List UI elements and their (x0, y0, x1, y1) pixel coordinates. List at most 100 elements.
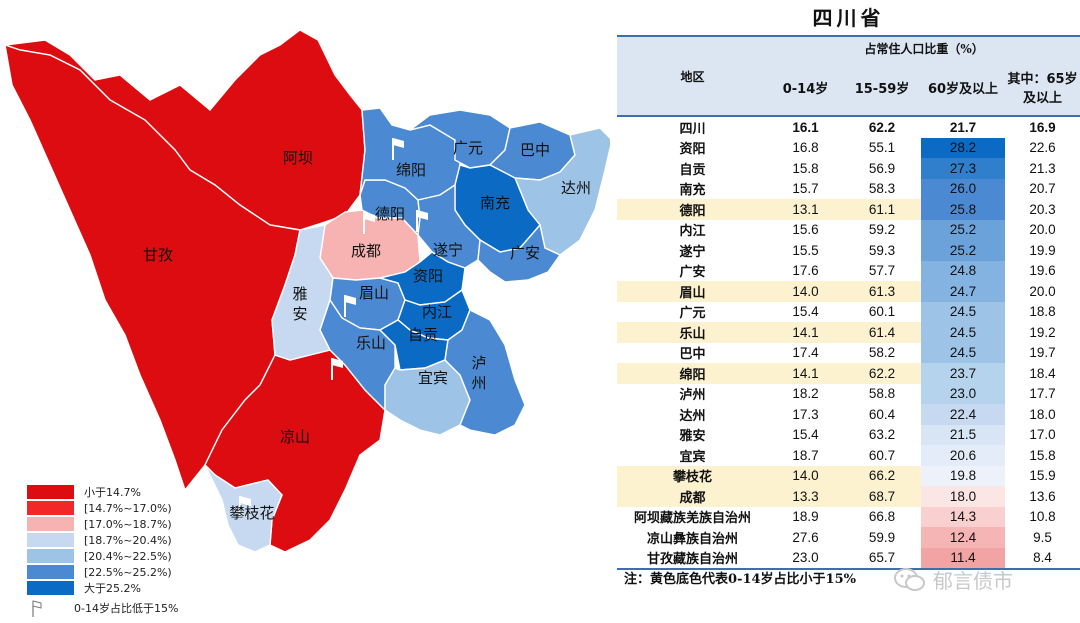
cell-value: 10.8 (1029, 509, 1056, 525)
table-row: 资阳 16.8 55.1 28.2 22.6 (617, 137, 1080, 158)
header-col-65plus: 其中：65岁及以上 (1005, 59, 1080, 117)
cell-value: 61.1 (843, 199, 921, 220)
legend-item: [20.4%~22.5%) (27, 548, 247, 564)
legend-swatch (27, 565, 74, 579)
legend-label: 小于14.7% (84, 486, 141, 499)
cell-value: 15.9 (1029, 468, 1056, 484)
cell-value: 58.3 (868, 181, 896, 197)
cell-region: 广安 (679, 265, 706, 281)
header-col-60plus: 60岁及以上 (921, 59, 1005, 117)
data-table: 地区 占常住人口比重（%） 0-14岁 15-59岁 60岁及以上 其中：65岁… (617, 35, 1080, 570)
cell-value: 12.4 (921, 527, 1005, 548)
cell-value: 24.5 (921, 301, 1005, 322)
legend-flag-label: 0-14岁占比低于15% (74, 602, 179, 615)
legend-swatch (27, 581, 74, 595)
map-legend: 小于14.7% [14.7%~17.0%) [17.0%~18.7%) [18.7%~… (27, 484, 247, 617)
table-row: 达州 17.3 60.4 22.4 18.0 (617, 404, 1080, 425)
table-note: 注：黄色底色代表0-14岁占比小于15% (624, 572, 856, 587)
cell-value: 20.6 (921, 445, 1005, 466)
legend-label: [17.0%~18.7%) (84, 517, 172, 531)
table-row: 泸州 18.2 58.8 23.0 17.7 (617, 383, 1080, 404)
cell-region: 泸州 (679, 388, 706, 404)
flag-icon (363, 212, 375, 234)
legend-flag-item: 0-14岁占比低于15% (27, 600, 247, 617)
cell-value: 14.0 (768, 281, 843, 302)
cell-region: 巴中 (679, 347, 706, 363)
legend-item: [18.7%~20.4%) (27, 532, 247, 548)
cell-value: 15.4 (792, 427, 819, 443)
cell-value: 19.9 (1029, 242, 1056, 258)
cell-value: 26.0 (921, 178, 1005, 199)
table-row: 广元 15.4 60.1 24.5 18.8 (617, 301, 1080, 322)
cell-region: 攀枝花 (617, 465, 768, 486)
legend-item: [22.5%~25.2%) (27, 564, 247, 580)
cell-region: 广元 (679, 306, 706, 322)
cell-value: 21.5 (921, 424, 1005, 445)
region-label: 南充 (480, 194, 510, 212)
cell-region: 德阳 (617, 199, 768, 220)
table-row: 宜宾 18.7 60.7 20.6 15.8 (617, 445, 1080, 466)
header-col-0-14: 0-14岁 (768, 59, 843, 117)
cell-value: 19.7 (1029, 345, 1056, 361)
cell-value: 56.9 (868, 160, 896, 176)
region-泸州 (444, 309, 526, 436)
region-label: 凉山 (280, 428, 310, 446)
region-label: 绵阳 (396, 161, 426, 179)
table-row: 遂宁 15.5 59.3 25.2 19.9 (617, 240, 1080, 261)
cell-value: 18.0 (921, 486, 1005, 507)
cell-value: 14.0 (768, 465, 843, 486)
table-row: 巴中 17.4 58.2 24.5 19.7 (617, 342, 1080, 363)
cell-value: 60.4 (868, 406, 896, 422)
cell-value: 15.8 (792, 160, 819, 176)
cell-value: 18.7 (792, 447, 819, 463)
cell-value: 15.7 (792, 181, 819, 197)
cell-value: 14.1 (768, 322, 843, 343)
wechat-icon (894, 567, 925, 591)
table-title: 四川省 (812, 6, 885, 30)
cell-value: 15.5 (792, 242, 819, 258)
cell-value: 63.2 (868, 427, 896, 443)
cell-value: 66.8 (868, 509, 896, 525)
cell-region: 阿坝藏族羌族自治州 (633, 511, 751, 527)
cell-value: 25.8 (921, 199, 1005, 220)
cell-value: 68.7 (843, 486, 921, 507)
region-label: 达州 (561, 179, 591, 197)
legend-item: 小于14.7% (27, 484, 247, 500)
cell-value: 9.5 (1033, 529, 1052, 545)
cell-value: 17.6 (792, 263, 819, 279)
cell-value: 16.1 (792, 119, 819, 135)
cell-value: 24.8 (921, 260, 1005, 281)
table-row: 德阳 13.1 61.1 25.8 20.3 (617, 199, 1080, 220)
cell-value: 11.4 (921, 547, 1005, 570)
cell-region: 遂宁 (679, 244, 706, 260)
table-row: 南充 15.7 58.3 26.0 20.7 (617, 178, 1080, 199)
flag-icon (344, 295, 356, 317)
legend-swatch (27, 485, 74, 499)
region-雅安 (271, 224, 334, 361)
region-label: 甘孜 (143, 246, 173, 264)
cell-value: 20.3 (1029, 201, 1056, 217)
cell-value: 19.8 (921, 465, 1005, 486)
legend-label: [20.4%~22.5%) (84, 549, 172, 563)
region-label: 攀枝花 (229, 504, 274, 522)
cell-value: 25.2 (921, 240, 1005, 261)
region-label: 广元 (453, 139, 483, 157)
cell-value: 62.2 (868, 119, 896, 135)
cell-region: 凉山彝族自治州 (646, 531, 738, 547)
cell-region: 自贡 (679, 162, 706, 178)
cell-value: 17.3 (792, 406, 819, 422)
cell-value: 18.9 (792, 509, 819, 525)
cell-value: 20.0 (1029, 283, 1056, 299)
cell-region: 资阳 (679, 142, 706, 158)
cell-region: 宜宾 (679, 449, 706, 465)
cell-value: 15.8 (1029, 447, 1056, 463)
region-label: 阿坝 (283, 149, 313, 167)
region-label: 眉山 (359, 284, 389, 302)
cell-value: 62.2 (843, 363, 921, 384)
region-label: 自贡 (408, 326, 438, 344)
cell-value: 20.7 (1029, 181, 1056, 197)
cell-value: 23.0 (768, 547, 843, 570)
table-row: 凉山彝族自治州 27.6 59.9 12.4 9.5 (617, 527, 1080, 548)
table-row: 四川 16.1 62.2 21.7 16.9 (617, 116, 1080, 138)
